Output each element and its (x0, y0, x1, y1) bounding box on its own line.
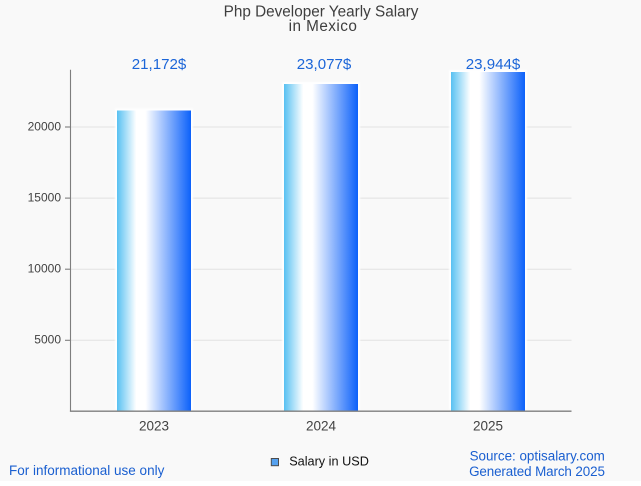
svg-text:21,172$: 21,172$ (132, 56, 187, 73)
svg-text:5000: 5000 (34, 333, 61, 347)
svg-text:2025: 2025 (473, 418, 503, 433)
svg-text:Source: optisalary.com: Source: optisalary.com (470, 449, 605, 464)
svg-text:in Mexico: in Mexico (289, 18, 358, 35)
svg-text:Php Developer Yearly Salary: Php Developer Yearly Salary (224, 3, 419, 20)
svg-text:For informational use only: For informational use only (9, 463, 165, 478)
svg-text:2024: 2024 (306, 418, 337, 433)
svg-text:Generated March 2025: Generated March 2025 (469, 464, 605, 479)
svg-text:20000: 20000 (28, 119, 62, 133)
svg-text:23,944$: 23,944$ (466, 56, 521, 73)
svg-text:2023: 2023 (139, 418, 169, 433)
svg-text:23,077$: 23,077$ (297, 56, 352, 73)
svg-text:15000: 15000 (28, 190, 62, 204)
svg-text:10000: 10000 (28, 262, 62, 276)
svg-text:Salary in USD: Salary in USD (289, 454, 369, 468)
